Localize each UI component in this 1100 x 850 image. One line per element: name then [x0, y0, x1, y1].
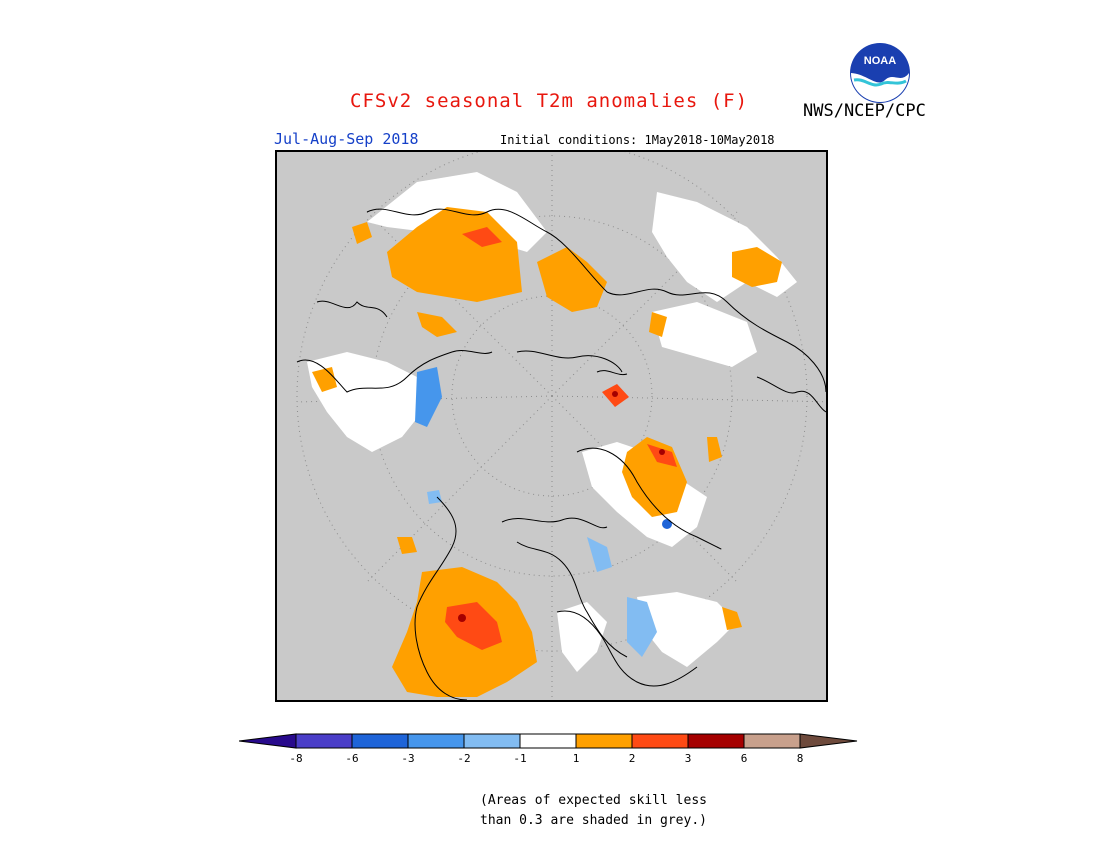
- colorbar-segment: [351, 733, 409, 749]
- season-label: Jul-Aug-Sep 2018: [274, 130, 419, 148]
- colorbar-segment: [631, 733, 689, 749]
- colorbar-segment: [519, 733, 577, 749]
- map-title: CFSv2 seasonal T2m anomalies (F): [350, 90, 749, 112]
- colorbar-tick: -3: [401, 752, 415, 765]
- skill-note-line: than 0.3 are shaded in grey.): [480, 813, 707, 828]
- colorbar-segment: [463, 733, 521, 749]
- logo-text: NOAA: [864, 55, 896, 67]
- colorbar-tick-labels: -8 -6 -3 -2 -1 1 2 3 6 8: [239, 752, 879, 768]
- colorbar-tick: 3: [684, 752, 692, 765]
- initial-conditions-label: Initial conditions: 1May2018-10May2018: [500, 133, 775, 147]
- colorbar-segment: [687, 733, 745, 749]
- colorbar-segment: [295, 733, 353, 749]
- colorbar-tick: -1: [513, 752, 527, 765]
- noaa-logo: NOAA: [850, 43, 910, 103]
- polar-map: [275, 150, 828, 702]
- colorbar-right-arrow: [799, 733, 858, 749]
- colorbar-segment: [575, 733, 633, 749]
- colorbar-tick: -8: [289, 752, 303, 765]
- colorbar-tick: 6: [740, 752, 748, 765]
- skill-note-line: (Areas of expected skill less: [480, 793, 707, 808]
- extreme-anomaly-spots: [458, 391, 665, 622]
- colorbar: [239, 733, 858, 749]
- colorbar-tick: -2: [457, 752, 471, 765]
- colorbar-tick: 1: [572, 752, 580, 765]
- cool-anomaly-regions: [415, 367, 672, 657]
- colorbar-tick: 8: [796, 752, 804, 765]
- skill-note: (Areas of expected skill less than 0.3 a…: [480, 791, 740, 831]
- colorbar-tick: 2: [628, 752, 636, 765]
- anomaly-map-svg: [296, 152, 826, 700]
- hot-anomaly-regions: [445, 227, 677, 650]
- colorbar-segment: [407, 733, 465, 749]
- colorbar-tick: -6: [345, 752, 359, 765]
- colorbar-left-arrow: [239, 733, 297, 749]
- agency-label: NWS/NCEP/CPC: [803, 101, 926, 121]
- coastlines: [296, 208, 826, 700]
- colorbar-segment: [743, 733, 801, 749]
